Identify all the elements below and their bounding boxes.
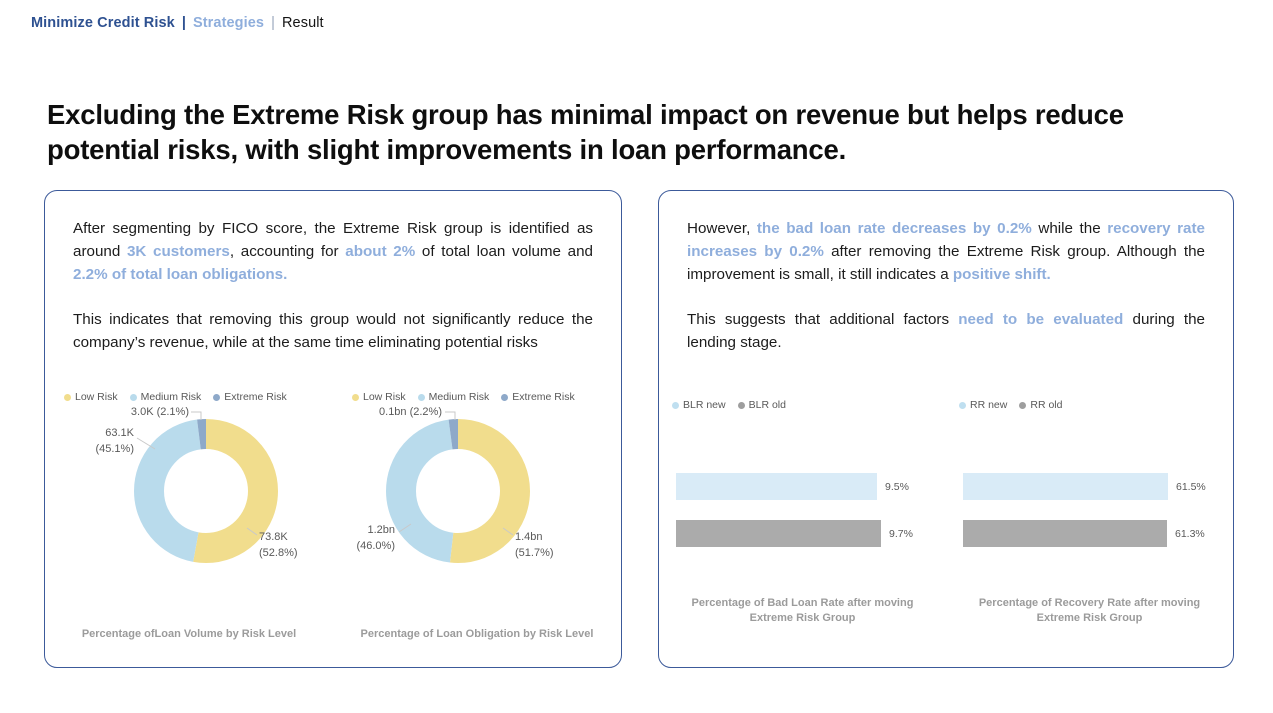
medium-risk-dot-icon (129, 393, 137, 401)
legend-label: Low Risk (363, 391, 406, 404)
blr-legend: BLR new BLR old (672, 399, 946, 411)
blr-bars: 9.5% 9.7% (676, 473, 946, 548)
page-title: Excluding the Extreme Risk group has min… (47, 99, 1124, 165)
legend-label: BLR old (748, 399, 786, 412)
blr-new-value: 9.5% (885, 480, 909, 493)
loan-obligation-donut-chart: Low Risk Medium Risk Extreme Risk 0.1bn … (333, 386, 621, 640)
blr-new-bar (676, 473, 877, 501)
legend-label: Medium Risk (140, 391, 202, 404)
left-card-paragraph-1: After segmenting by FICO score, the Extr… (73, 220, 594, 283)
breadcrumb-item-result[interactable]: Result (281, 15, 324, 31)
callout-value: 63.1K (105, 427, 134, 440)
rr-old-value: 61.3% (1175, 527, 1205, 540)
callout-value: 1.2bn (367, 524, 395, 537)
legend-item-blr-new: BLR new (672, 399, 726, 411)
legend-item-medium-risk: Medium Risk (417, 391, 490, 404)
recovery-rate-bar-chart: RR new RR old 61.5% 61.3% Percentage of … (946, 386, 1233, 628)
callout-value: 73.8K (259, 531, 288, 544)
legend-item-extreme-risk: Extreme Risk (213, 391, 287, 404)
callout-connector-lines (398, 411, 514, 536)
extreme-risk-callout: 3.0K (2.1%) (130, 406, 189, 419)
legend-label: Extreme Risk (512, 391, 575, 404)
blr-old-row: 9.7% (676, 520, 946, 548)
breadcrumb: Minimize Credit Risk | Strategies | Result (31, 15, 324, 31)
blr-chart-caption: Percentage of Bad Loan Rate after moving… (659, 596, 946, 626)
breadcrumb-item-minimize-credit-risk[interactable]: Minimize Credit Risk (31, 15, 175, 31)
loan-obligation-chart-caption: Percentage of Loan Obligation by Risk Le… (360, 628, 594, 641)
callout-percent: (52.8%) (259, 547, 298, 560)
legend-label: RR new (970, 399, 1008, 412)
right-card-paragraph-1: However, the bad loan rate decreases by … (687, 220, 1205, 283)
rr-new-bar (963, 473, 1168, 501)
legend-label: BLR new (683, 399, 726, 412)
legend-item-medium-risk: Medium Risk (129, 391, 202, 404)
bad-loan-rate-bar-chart: BLR new BLR old 9.5% 9.7% Percentage of … (659, 386, 946, 628)
low-risk-dot-icon (352, 393, 359, 401)
low-risk-callout: 1.4bn (51.7%) (515, 530, 554, 562)
rr-chart-caption: Percentage of Recovery Rate after moving… (946, 596, 1233, 626)
callout-percent: (45.1%) (95, 443, 134, 456)
extreme-risk-dot-icon (213, 393, 221, 401)
legend-label: Extreme Risk (224, 391, 287, 404)
medium-risk-dot-icon (417, 393, 425, 401)
loan-volume-legend: Low Risk Medium Risk Extreme Risk (64, 391, 333, 403)
rr-bars: 61.5% 61.3% (963, 473, 1233, 548)
callout-percent: (51.7%) (515, 547, 554, 560)
right-card-paragraph-2: This suggests that additional factors ne… (687, 311, 1205, 351)
rr-new-dot-icon (959, 401, 966, 409)
rr-old-bar (963, 520, 1167, 548)
legend-label: RR old (1030, 399, 1063, 412)
legend-item-rr-old: RR old (1019, 399, 1062, 411)
rr-legend: RR new RR old (959, 399, 1233, 411)
extreme-risk-callout: 0.1bn (2.2%) (379, 406, 442, 419)
loan-volume-donut (134, 419, 278, 564)
blr-old-dot-icon (737, 401, 745, 409)
donut-charts-row: Low Risk Medium Risk Extreme Risk 3.0K (… (45, 386, 621, 640)
loan-obligation-legend: Low Risk Medium Risk Extreme Risk (352, 391, 621, 403)
loan-volume-chart-caption: Percentage ofLoan Volume by Risk Level (81, 628, 297, 641)
legend-item-low-risk: Low Risk (64, 391, 118, 403)
caption-text: Percentage of Bad Loan Rate after moving… (691, 597, 914, 625)
rr-new-value: 61.5% (1176, 480, 1206, 493)
rr-old-row: 61.3% (963, 520, 1233, 548)
rr-old-dot-icon (1019, 401, 1027, 409)
callout-value: 1.4bn (515, 531, 543, 544)
callout-percent: (46.0%) (356, 540, 395, 553)
legend-item-blr-old: BLR old (737, 399, 786, 412)
callout-connector-lines (136, 411, 258, 536)
medium-risk-callout: 63.1K (45.1%) (95, 426, 134, 458)
medium-risk-callout: 1.2bn (46.0%) (356, 523, 395, 555)
blr-new-row: 9.5% (676, 473, 946, 501)
rr-new-row: 61.5% (963, 473, 1233, 501)
loan-volume-analysis-card: After segmenting by FICO score, the Extr… (44, 190, 622, 668)
low-risk-dot-icon (64, 393, 71, 401)
breadcrumb-separator: | (181, 15, 186, 31)
legend-item-low-risk: Low Risk (352, 391, 406, 403)
legend-label: Medium Risk (428, 391, 490, 404)
low-risk-callout: 73.8K (52.8%) (259, 530, 298, 562)
bar-charts-row: BLR new BLR old 9.5% 9.7% Percentage of … (659, 386, 1233, 628)
caption-text: Percentage of Recovery Rate after moving… (978, 597, 1201, 625)
breadcrumb-separator: | (271, 15, 275, 31)
blr-old-value: 9.7% (889, 527, 913, 540)
loan-volume-donut-chart: Low Risk Medium Risk Extreme Risk 3.0K (… (45, 386, 333, 640)
breadcrumb-item-strategies[interactable]: Strategies (192, 15, 265, 31)
loan-rate-analysis-card: However, the bad loan rate decreases by … (658, 190, 1234, 668)
legend-item-extreme-risk: Extreme Risk (501, 391, 575, 404)
extreme-risk-dot-icon (501, 393, 509, 401)
blr-new-dot-icon (672, 401, 679, 409)
loan-obligation-donut (386, 419, 530, 564)
legend-item-rr-new: RR new (959, 399, 1007, 411)
blr-old-bar (676, 520, 881, 548)
left-card-paragraph-2: This indicates that removing this group … (73, 311, 593, 351)
legend-label: Low Risk (75, 391, 118, 404)
